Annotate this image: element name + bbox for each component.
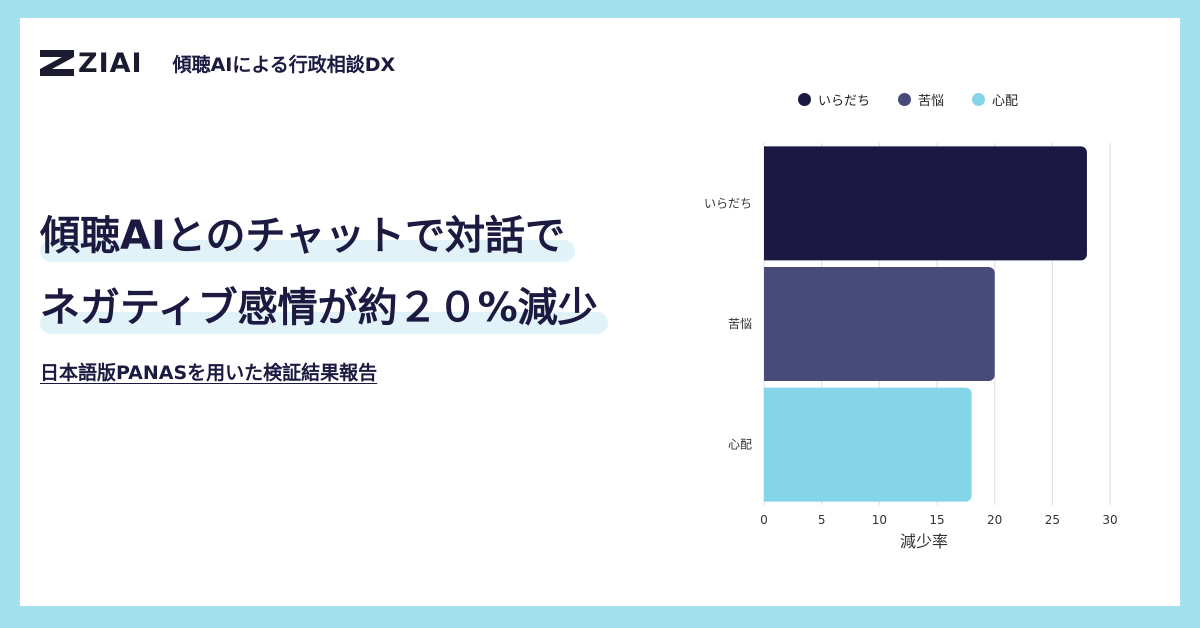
x-tick-label: 5: [818, 513, 826, 527]
ziai-logo: ZIAI: [40, 48, 143, 79]
bar: [764, 146, 1087, 261]
x-tick-label: 10: [872, 513, 887, 527]
z-mark-icon: [40, 50, 74, 76]
x-axis-label: 減少率: [900, 532, 949, 551]
headline-line-1: 傾聴AIとのチャットで対話で: [40, 208, 576, 264]
headline-line-2: ネガティブ感情が約２０%減少: [40, 280, 608, 336]
logo-wordmark: ZIAI: [78, 47, 143, 79]
brand-header: ZIAI 傾聴AIによる行政相談DX: [40, 48, 396, 79]
legend-label-distress: 苦悩: [918, 94, 945, 109]
legend-dot-irritation: [798, 93, 811, 106]
chart-legend: いらだち 苦悩 心配: [798, 90, 1046, 109]
legend-dot-distress: [898, 93, 912, 106]
x-tick-label: 25: [1045, 513, 1060, 527]
headline-line-1-text: 傾聴AIとのチャットで対話で: [40, 213, 566, 259]
x-tick-label: 15: [929, 513, 944, 527]
report-subtitle: 日本語版PANASを用いた検証結果報告: [40, 362, 378, 384]
x-tick-label: 30: [1102, 513, 1117, 527]
headline-line-2-text: ネガティブ感情が約２０%減少: [40, 285, 598, 331]
bar: [764, 267, 995, 381]
headline: 傾聴AIとのチャットで対話で ネガティブ感情が約２０%減少: [40, 208, 608, 352]
y-tick-label: いらだち: [704, 196, 752, 210]
y-tick-label: 心配: [728, 438, 752, 452]
legend-item-worry: 心配: [972, 90, 1018, 109]
legend-item-distress: 苦悩: [898, 90, 944, 109]
y-tick-label: 苦悩: [728, 317, 752, 331]
legend-label-irritation: いらだち: [818, 94, 871, 109]
x-tick-label: 20: [987, 513, 1002, 527]
legend-item-irritation: いらだち: [798, 90, 870, 109]
legend-label-worry: 心配: [992, 94, 1019, 109]
x-tick-label: 0: [760, 513, 768, 527]
legend-dot-worry: [972, 93, 986, 106]
bar: [764, 387, 972, 502]
brand-tagline: 傾聴AIによる行政相談DX: [172, 53, 396, 76]
